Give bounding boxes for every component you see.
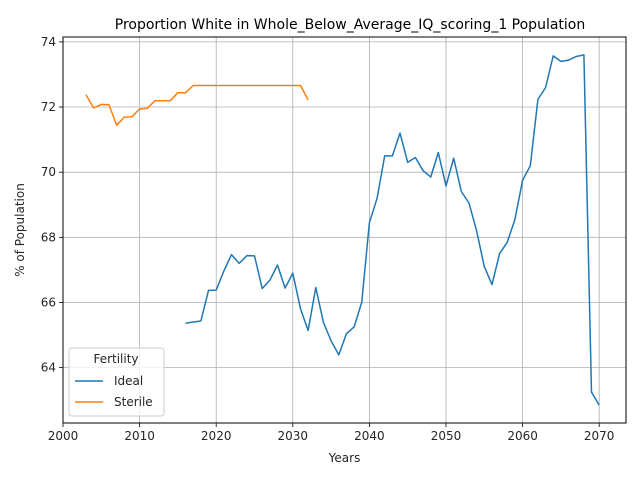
x-tick-label: 2000 <box>48 429 79 443</box>
series-line-sterile <box>85 84 309 127</box>
x-axis-label: Years <box>328 451 361 465</box>
x-tick-label: 2010 <box>124 429 155 443</box>
y-tick-label: 64 <box>41 361 56 375</box>
legend-box <box>68 347 165 417</box>
series-line-ideal <box>185 54 600 406</box>
legend: Fertility Ideal Sterile <box>68 347 165 417</box>
chart-title: Proportion White in Whole_Below_Average_… <box>115 17 585 33</box>
x-tick-label: 2070 <box>584 429 615 443</box>
y-tick-label: 70 <box>41 165 56 179</box>
x-tick-label: 2030 <box>278 429 309 443</box>
y-tick-label: 68 <box>41 230 56 244</box>
series-lines <box>85 54 600 406</box>
x-tick-label: 2020 <box>201 429 232 443</box>
legend-label-sterile: Sterile <box>114 395 153 409</box>
axis-ticks: 2000 2010 2020 2030 2040 2050 2060 2070 64 66 68 70… <box>41 35 615 443</box>
legend-title: Fertility <box>93 352 138 366</box>
x-tick-label: 2050 <box>431 429 462 443</box>
y-axis-label: % of Population <box>13 183 27 277</box>
legend-label-ideal: Ideal <box>114 374 143 388</box>
x-tick-label: 2060 <box>507 429 538 443</box>
x-tick-label: 2040 <box>354 429 385 443</box>
y-tick-label: 66 <box>41 295 56 309</box>
plot-area-frame <box>62 36 627 424</box>
y-tick-label: 74 <box>41 35 56 49</box>
y-tick-label: 72 <box>41 100 56 114</box>
